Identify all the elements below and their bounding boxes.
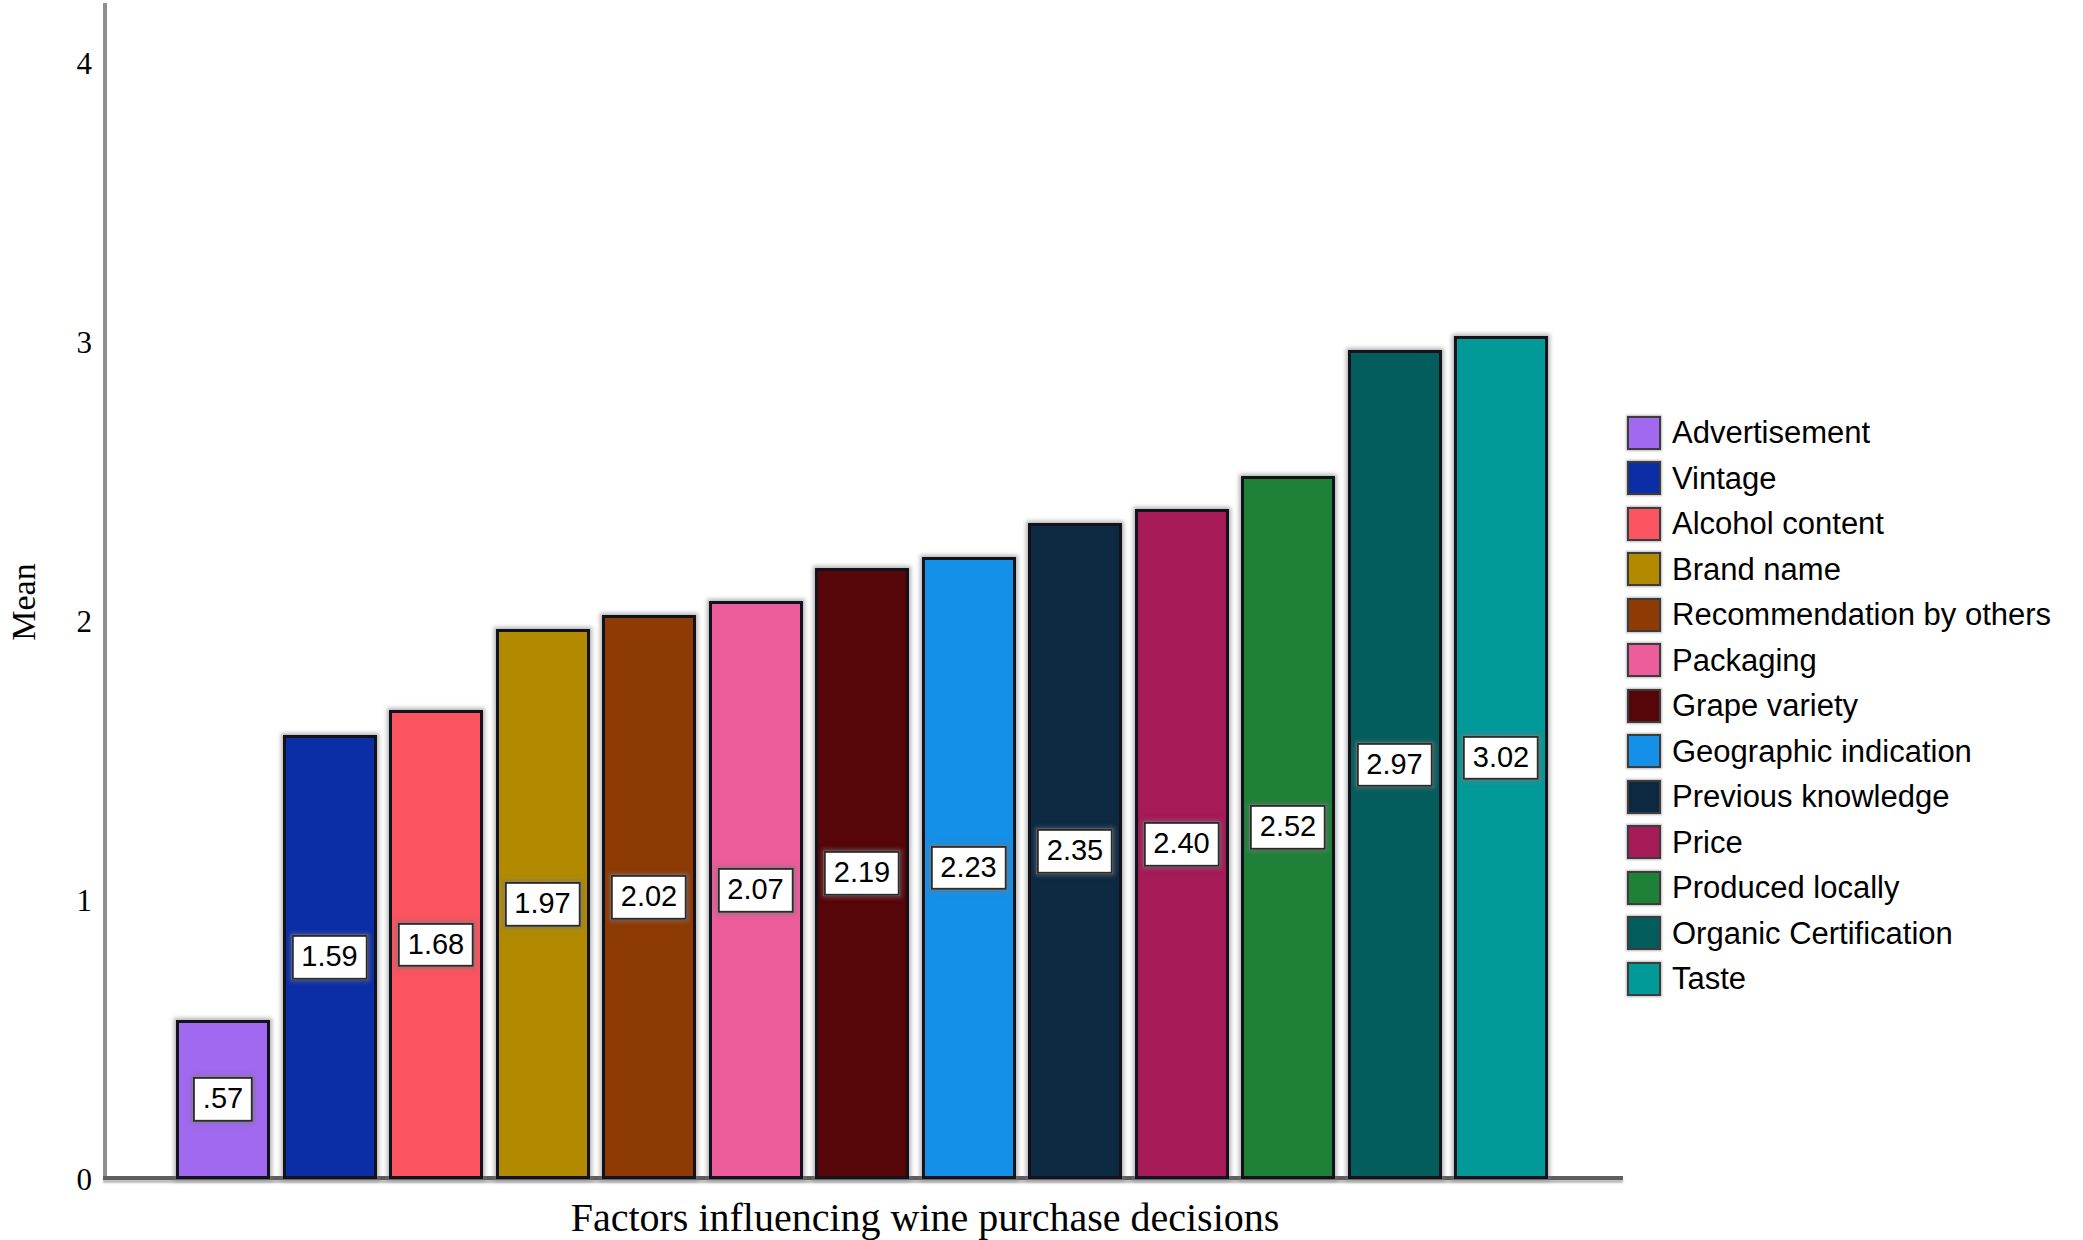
legend-label: Vintage: [1672, 463, 1777, 494]
bar-value-label: 1.68: [398, 922, 474, 966]
bar-value-label: 2.35: [1037, 829, 1113, 873]
bar-chart: Mean 01234 .571.591.681.972.022.072.192.…: [0, 0, 2083, 1240]
y-axis-line: [103, 3, 107, 1179]
legend-label: Recommendation by others: [1672, 599, 2051, 630]
legend-label: Produced locally: [1672, 872, 1899, 903]
legend-item: Produced locally: [1627, 865, 2051, 911]
legend-swatch: [1627, 689, 1661, 723]
legend-label: Organic Certification: [1672, 918, 1953, 949]
legend-swatch: [1627, 507, 1661, 541]
bar-value-label: 2.52: [1250, 805, 1326, 849]
bar-value-label: .57: [193, 1077, 253, 1121]
legend-label: Brand name: [1672, 554, 1841, 585]
legend-swatch: [1627, 734, 1661, 768]
y-tick-label: 1: [22, 885, 92, 916]
legend-item: Advertisement: [1627, 410, 2051, 456]
legend-swatch: [1627, 643, 1661, 677]
legend-item: Geographic indication: [1627, 729, 2051, 775]
bar-value-label: 1.59: [291, 935, 367, 979]
legend-label: Alcohol content: [1672, 508, 1884, 539]
legend-swatch: [1627, 916, 1661, 950]
bar-value-label: 2.19: [824, 851, 900, 895]
legend-label: Taste: [1672, 963, 1746, 994]
y-tick-label: 4: [22, 48, 92, 79]
x-axis-title: Factors influencing wine purchase decisi…: [571, 1194, 1280, 1240]
bar-value-label: 2.40: [1143, 822, 1219, 866]
legend-swatch: [1627, 598, 1661, 632]
legend-label: Packaging: [1672, 645, 1817, 676]
legend-swatch: [1627, 825, 1661, 859]
bar-value-label: 3.02: [1463, 736, 1539, 780]
y-tick-label: 3: [22, 327, 92, 358]
y-tick-label: 0: [22, 1164, 92, 1195]
legend-label: Previous knowledge: [1672, 781, 1949, 812]
bar-value-label: 2.23: [930, 846, 1006, 890]
legend-label: Advertisement: [1672, 417, 1870, 448]
legend-label: Price: [1672, 827, 1743, 858]
legend-item: Previous knowledge: [1627, 774, 2051, 820]
legend-item: Brand name: [1627, 547, 2051, 593]
legend-swatch: [1627, 552, 1661, 586]
legend-swatch: [1627, 416, 1661, 450]
bar-value-label: 2.02: [611, 875, 687, 919]
legend-item: Organic Certification: [1627, 911, 2051, 957]
bar-value-label: 1.97: [504, 882, 580, 926]
legend-item: Packaging: [1627, 638, 2051, 684]
legend-item: Taste: [1627, 956, 2051, 1002]
legend-item: Price: [1627, 820, 2051, 866]
legend-swatch: [1627, 962, 1661, 996]
legend-swatch: [1627, 461, 1661, 495]
bar-value-label: 2.97: [1356, 743, 1432, 787]
legend-item: Vintage: [1627, 456, 2051, 502]
y-tick-label: 2: [22, 606, 92, 637]
legend: Advertisement Vintage Alcohol content Brand…: [1627, 410, 2051, 1002]
legend-swatch: [1627, 871, 1661, 905]
legend-item: Grape variety: [1627, 683, 2051, 729]
legend-swatch: [1627, 780, 1661, 814]
bar-value-label: 2.07: [717, 868, 793, 912]
legend-label: Grape variety: [1672, 690, 1858, 721]
legend-item: Alcohol content: [1627, 501, 2051, 547]
legend-label: Geographic indication: [1672, 736, 1972, 767]
legend-item: Recommendation by others: [1627, 592, 2051, 638]
